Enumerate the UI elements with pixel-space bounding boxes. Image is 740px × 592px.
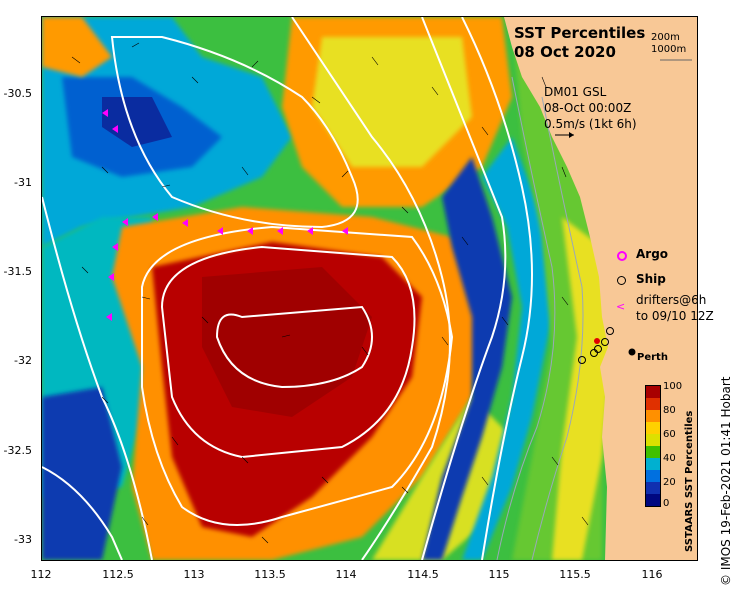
x-tick-label: 113.5 [254,568,286,581]
colorbar [645,385,661,507]
title-date: 08 Oct 2020 [514,43,616,61]
colorbar-tick: 20 [663,477,676,488]
y-tick-label: -32 [14,354,32,367]
currents-model: DM01 GSL [544,85,607,99]
colorbar-segment [646,470,660,482]
colorbar-tick: 80 [663,405,676,416]
sst-field [42,17,697,560]
drifters-line2: to 09/10 12Z [636,309,714,323]
x-tick-label: 116 [641,568,663,581]
y-tick-label: -31 [14,176,32,189]
colorbar-segment [646,422,660,434]
depth-contour-legend: 200m 1000m [651,32,686,56]
drifter-marker-icon: < [616,300,626,313]
colorbar-segment [646,434,660,446]
colorbar-title: SSTAARS SST Percentiles [684,410,695,552]
colorbar-segment [646,410,660,422]
colorbar-segment [646,494,660,506]
colorbar-segment [646,446,660,458]
colorbar-segment [646,482,660,494]
colorbar-tick: 60 [663,429,676,440]
y-tick-label: -30.5 [3,87,32,100]
currents-time: 08-Oct 00:00Z [544,101,632,115]
colorbar-tick: 100 [663,381,683,392]
depth-label-200m: 200m [651,32,680,43]
colorbar-segment [646,458,660,470]
drifters-line1: drifters@6h [636,293,707,307]
colorbar-segment [646,386,660,398]
ship-marker-icon [617,276,626,285]
x-tick-label: 114.5 [407,568,439,581]
title-line1: SST Percentiles [514,24,646,42]
currents-info: DM01 GSL 08-Oct 00:00Z 0.5m/s (1kt 6h) [544,84,637,132]
sst-map [41,16,698,561]
x-tick-label: 115 [488,568,510,581]
map-title: SST Percentiles 08 Oct 2020 [514,24,645,62]
x-tick-label: 113 [183,568,205,581]
legend-drifters: drifters@6h to 09/10 12Z [636,292,714,324]
city-label-perth: Perth [637,352,668,363]
colorbar-segment [646,398,660,410]
colorbar-tick: 0 [663,498,670,509]
x-tick-label: 112 [30,568,52,581]
depth-label-1000m: 1000m [651,44,687,55]
y-tick-label: -31.5 [3,265,32,278]
x-tick-label: 114 [335,568,357,581]
colorbar-tick: 40 [663,453,676,464]
credit-text: © IMOS 19-Feb-2021 01:41 Hobart [719,376,733,586]
currents-scale: 0.5m/s (1kt 6h) [544,117,637,131]
argo-marker-icon [617,251,627,261]
y-tick-label: -32.5 [3,444,32,457]
legend-argo: Argo [636,247,669,261]
legend-ship: Ship [636,272,666,286]
x-tick-label: 112.5 [102,568,134,581]
y-tick-label: -33 [14,533,32,546]
x-tick-label: 115.5 [559,568,591,581]
